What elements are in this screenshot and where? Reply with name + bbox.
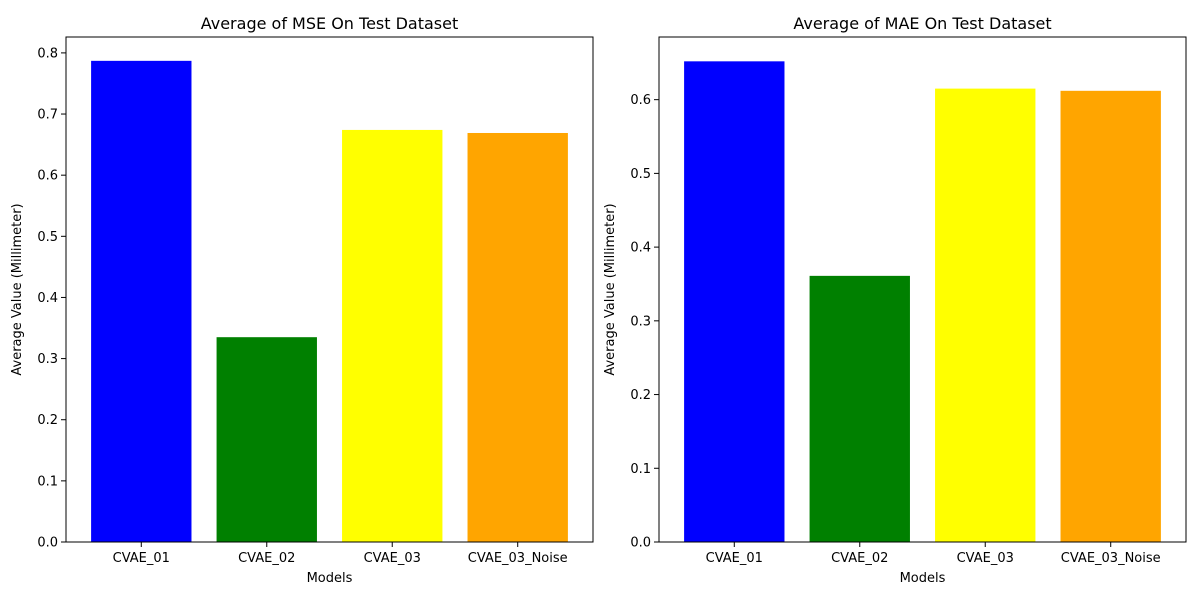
mse-bar-cvae-01 [91, 60, 192, 543]
mse-chart-panel: CVAE_01 CVAE_02 CVAE_03 CVAE_03_Noise 0.0 0.1… [10, 14, 594, 586]
mse-y-tick-label: 0.5 [37, 230, 58, 245]
mae-bar-cvae-03-noise [1060, 90, 1161, 542]
mae-x-tick-label: CVAE_03 [957, 551, 1014, 566]
mse-y-tick-label: 0.3 [37, 352, 58, 367]
mse-x-axis-label: Models [307, 571, 353, 586]
mse-plot-frame [65, 36, 594, 543]
mse-bar-cvae-02 [216, 337, 317, 542]
mse-y-tick-label: 0.6 [37, 169, 58, 184]
mse-x-tick-label: CVAE_03 [364, 551, 421, 566]
mse-y-tick-label: 0.2 [37, 413, 58, 428]
mse-x-tick-label: CVAE_03_Noise [468, 551, 568, 566]
mse-y-tick-label: 0.1 [37, 474, 58, 489]
mae-chart-panel: CVAE_01 CVAE_02 CVAE_03 CVAE_03_Noise 0.0 0.1… [603, 14, 1187, 586]
mae-y-tick-label: 0.3 [630, 314, 651, 329]
mse-y-tick-label: 0.8 [37, 46, 58, 61]
mae-y-tick-label: 0.0 [630, 536, 651, 551]
mse-y-axis-label: Average Value (Millimeter) [10, 203, 25, 375]
mse-bar-cvae-03-noise [467, 132, 568, 543]
mae-x-tick-label: CVAE_03_Noise [1061, 551, 1161, 566]
mae-x-axis-label: Models [900, 571, 946, 586]
mae-x-tick-label: CVAE_01 [706, 551, 763, 566]
mse-x-tick-label: CVAE_01 [113, 551, 170, 566]
mae-y-tick-label: 0.6 [630, 93, 651, 108]
mae-y-tick-label: 0.4 [630, 241, 651, 256]
mae-y-axis-label: Average Value (Millimeter) [603, 203, 618, 375]
mae-chart-title: Average of MAE On Test Dataset [793, 14, 1051, 33]
mae-y-tick-label: 0.1 [630, 462, 651, 477]
mse-chart-title: Average of MSE On Test Dataset [201, 14, 459, 33]
mse-bar-cvae-03 [342, 129, 443, 542]
mse-y-tick-label: 0.0 [37, 536, 58, 551]
mse-y-tick-label: 0.7 [37, 108, 58, 123]
mae-bar-cvae-03 [935, 88, 1036, 543]
mae-y-tick-label: 0.2 [630, 388, 651, 403]
mae-x-tick-label: CVAE_02 [831, 551, 888, 566]
mae-y-tick-label: 0.5 [630, 167, 651, 182]
mse-y-tick-label: 0.4 [37, 291, 58, 306]
mae-bar-cvae-02 [809, 275, 910, 542]
mae-bar-cvae-01 [684, 61, 785, 542]
mae-plot-frame [658, 36, 1187, 543]
mse-x-tick-label: CVAE_02 [238, 551, 295, 566]
